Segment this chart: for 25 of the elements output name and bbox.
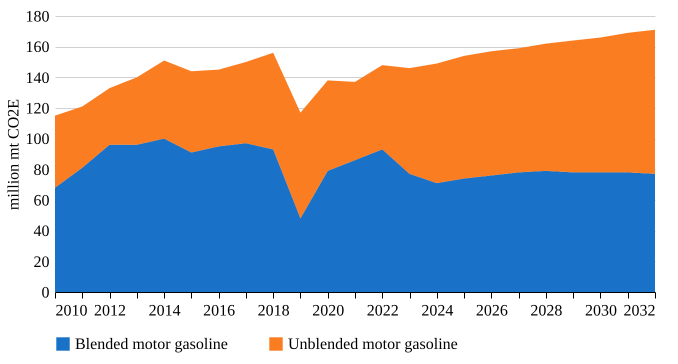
y-tick-label: 0 <box>42 284 50 302</box>
y-tick-label: 180 <box>26 8 50 26</box>
x-tick-label: 2022 <box>366 302 399 320</box>
x-tick-label: 2028 <box>530 302 562 320</box>
y-tick-label: 120 <box>26 100 50 118</box>
y-tick-label: 140 <box>26 70 50 87</box>
y-axis-title: million mt CO2E <box>6 98 22 210</box>
x-tick-label: 2024 <box>421 302 454 320</box>
x-tick-label: 2010 <box>56 302 88 320</box>
x-tick-label: 2026 <box>476 302 508 320</box>
y-tick-label: 100 <box>26 131 50 148</box>
legend-label: Unblended motor gasoline <box>288 336 458 353</box>
x-tick-label: 2016 <box>203 302 236 320</box>
x-tick-label: 2032 <box>624 302 656 320</box>
x-tick-label: 2030 <box>584 302 617 320</box>
legend-label: Blended motor gasoline <box>75 336 228 353</box>
y-tick-label: 60 <box>34 192 50 210</box>
y-tick-label: 40 <box>34 223 50 240</box>
x-tick-label: 2014 <box>148 302 181 320</box>
x-tick-label: 2018 <box>258 302 290 320</box>
x-tick-label: 2020 <box>312 302 344 320</box>
y-tick-label: 80 <box>34 162 50 179</box>
y-tick-label: 20 <box>34 254 50 271</box>
x-tick-label: 2012 <box>94 302 126 320</box>
y-tick-label: 160 <box>26 39 50 56</box>
